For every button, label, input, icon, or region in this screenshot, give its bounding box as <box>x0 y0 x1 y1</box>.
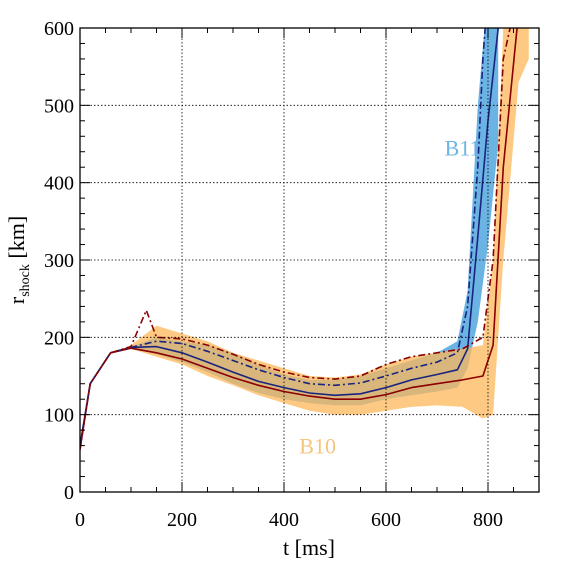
y-axis-title-subscript: shock <box>18 264 33 297</box>
series-label-b10: B10 <box>299 433 336 458</box>
y-axis-title-unit: [km] <box>4 216 29 264</box>
series-line-1 <box>80 28 499 446</box>
x-tick-label: 200 <box>167 509 197 531</box>
series-line-4 <box>80 28 511 450</box>
y-tick-label: 600 <box>44 18 74 40</box>
series-line-3 <box>80 28 486 446</box>
y-axis-title-main: r <box>4 296 29 304</box>
y-tick-label: 0 <box>64 482 74 504</box>
band-b10 <box>80 28 529 446</box>
x-tick-label: 0 <box>75 509 85 531</box>
series-line-2 <box>80 28 518 450</box>
plot-content <box>80 28 529 450</box>
series-label-b11: B11 <box>445 136 481 161</box>
y-tick-label: 300 <box>44 250 74 272</box>
x-tick-label: 800 <box>473 509 503 531</box>
y-tick-label: 400 <box>44 173 74 195</box>
y-tick-label: 200 <box>44 327 74 349</box>
series-labels: B11 B10 <box>299 136 480 459</box>
grid-lines <box>80 28 539 492</box>
y-tick-label: 500 <box>44 95 74 117</box>
x-axis-title: t [ms] <box>283 535 335 560</box>
y-tick-label: 100 <box>44 405 74 427</box>
x-tick-label: 600 <box>371 509 401 531</box>
x-tick-label: 400 <box>269 509 299 531</box>
y-axis-title: rshock [km] <box>4 216 33 304</box>
axis-ticks: 0 200 400 600 800 0 100 200 300 400 500 600 <box>44 18 540 531</box>
